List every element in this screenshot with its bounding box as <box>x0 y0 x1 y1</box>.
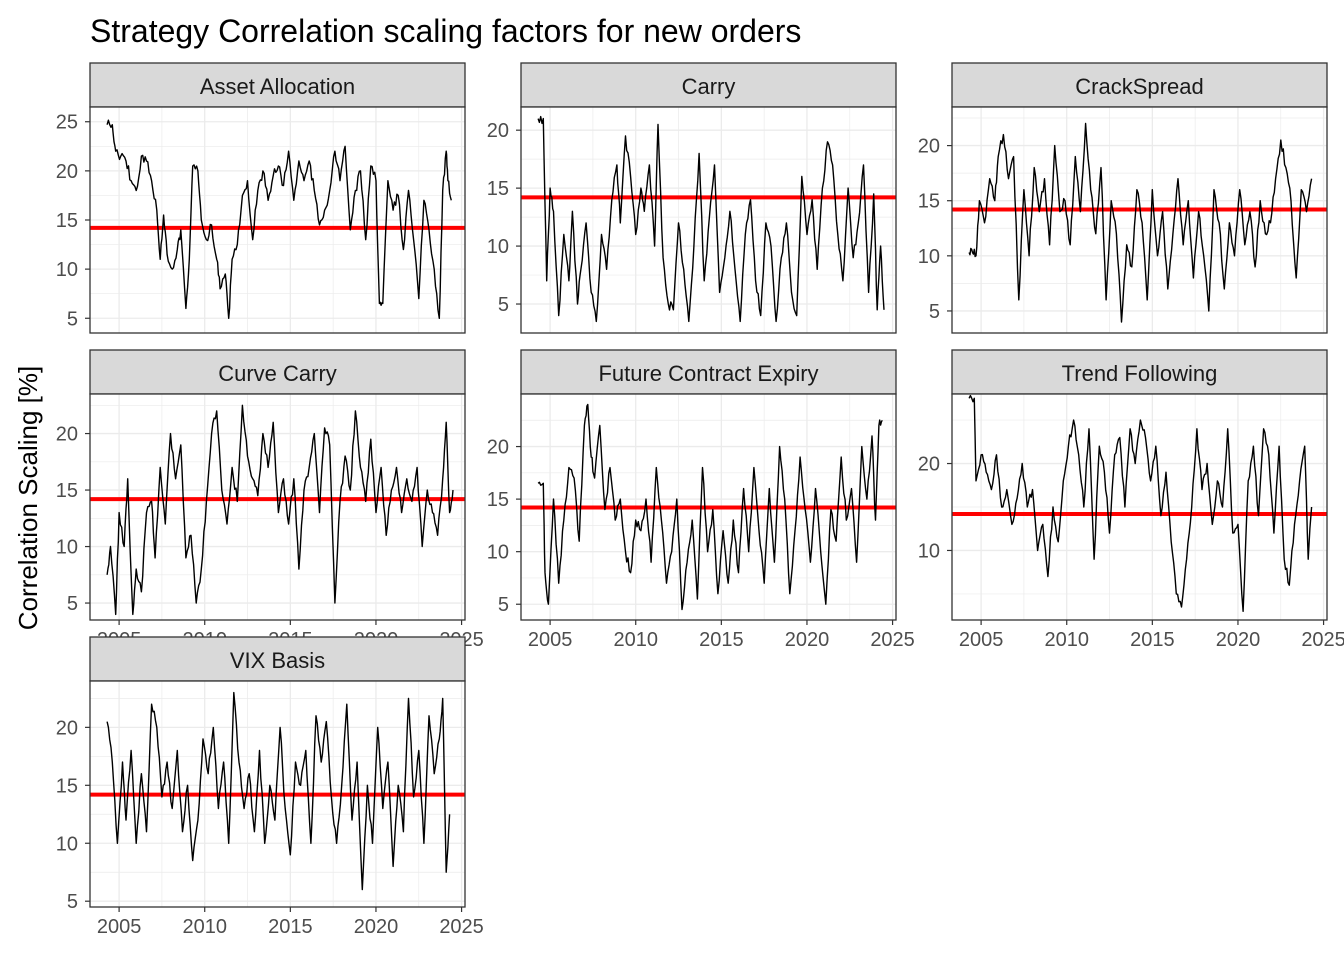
y-tick-label: 10 <box>56 259 78 281</box>
series-line <box>537 403 883 611</box>
x-tick-label: 2005 <box>528 629 573 651</box>
y-tick-label: 20 <box>56 424 78 446</box>
facet-panel: Future Contract Expiry 5 10 15 20 2005 2010 201… <box>487 349 915 651</box>
y-tick-label: 20 <box>56 161 78 183</box>
x-tick-label: 2025 <box>1301 629 1344 651</box>
y-tick-label: 15 <box>56 480 78 502</box>
y-tick-label: 10 <box>487 542 509 564</box>
facet-panel: Asset Allocation 5 10 15 20 25 <box>56 62 466 334</box>
strip-background <box>951 349 1328 395</box>
strip-label: Trend Following <box>1062 361 1218 386</box>
series-line <box>106 119 452 319</box>
y-tick-label: 5 <box>67 593 78 615</box>
series-line <box>106 691 451 891</box>
y-tick-label: 10 <box>918 540 940 562</box>
facet-panels: Asset Allocation510152025Carry5101520Cra… <box>56 62 1344 938</box>
y-tick-label: 20 <box>487 437 509 459</box>
strip-background <box>89 62 466 108</box>
y-tick-label: 5 <box>498 594 509 616</box>
series-line <box>106 404 454 616</box>
facet-panel: CrackSpread 5 10 15 20 <box>918 62 1328 334</box>
x-tick-label: 2020 <box>785 629 830 651</box>
chart-title: Strategy Correlation scaling factors for… <box>90 13 801 49</box>
facet-panel: Curve Carry510152020052010201520202025 <box>56 349 484 651</box>
facet-panel: Trend Following 10 20 2005 2010 2015 2020 2025 <box>918 349 1344 651</box>
x-tick-label: 2005 <box>959 629 1004 651</box>
y-tick-label: 15 <box>487 178 509 200</box>
x-tick-label: 2010 <box>182 916 227 938</box>
series-line <box>968 394 1313 612</box>
x-tick-label: 2010 <box>1044 629 1089 651</box>
x-tick-label: 2020 <box>354 916 399 938</box>
x-tick-label: 2010 <box>613 629 658 651</box>
x-tick-label: 2025 <box>439 916 484 938</box>
series-line <box>968 122 1313 323</box>
strip-label: Future Contract Expiry <box>598 361 818 386</box>
y-tick-label: 20 <box>918 454 940 476</box>
y-tick-label: 5 <box>67 308 78 330</box>
y-tick-label: 15 <box>918 191 940 213</box>
panel-background <box>952 107 1327 333</box>
x-tick-label: 2020 <box>1216 629 1261 651</box>
panel-border <box>951 106 1328 334</box>
y-tick-label: 5 <box>498 294 509 316</box>
y-tick-label: 5 <box>67 891 78 913</box>
strip-label: Carry <box>682 74 736 99</box>
y-tick-label: 15 <box>56 775 78 797</box>
y-tick-label: 10 <box>918 246 940 268</box>
y-tick-label: 15 <box>56 210 78 232</box>
facet-panel: VIX Basis 5 10 15 20 2005 2010 2015 2020 2025 <box>56 636 484 938</box>
strip-label: CrackSpread <box>1075 74 1203 99</box>
panel-border <box>89 680 466 908</box>
panel-border <box>951 393 1328 621</box>
y-tick-label: 15 <box>487 489 509 511</box>
x-tick-label: 2005 <box>97 916 142 938</box>
y-tick-label: 10 <box>56 537 78 559</box>
panel-border <box>89 393 466 621</box>
y-tick-label: 10 <box>56 833 78 855</box>
strip-label: VIX Basis <box>230 648 325 673</box>
y-axis-label: Correlation Scaling [%] <box>13 366 43 630</box>
y-tick-label: 20 <box>918 136 940 158</box>
x-tick-label: 2015 <box>1130 629 1175 651</box>
x-tick-label: 2025 <box>870 629 915 651</box>
strip-label: Curve Carry <box>218 361 337 386</box>
x-tick-label: 2015 <box>699 629 744 651</box>
panel-border <box>520 393 897 621</box>
y-tick-label: 5 <box>929 301 940 323</box>
y-tick-label: 20 <box>56 717 78 739</box>
strip-background <box>951 62 1328 108</box>
strip-background <box>89 349 466 395</box>
y-tick-label: 10 <box>487 236 509 258</box>
panel-border <box>520 106 897 334</box>
facet-panel: Carry 5 10 15 20 <box>487 62 897 334</box>
y-tick-label: 25 <box>56 112 78 134</box>
series-line <box>537 115 885 323</box>
y-tick-label: 20 <box>487 120 509 142</box>
strip-label: Asset Allocation <box>200 74 355 99</box>
x-tick-label: 2015 <box>268 916 313 938</box>
